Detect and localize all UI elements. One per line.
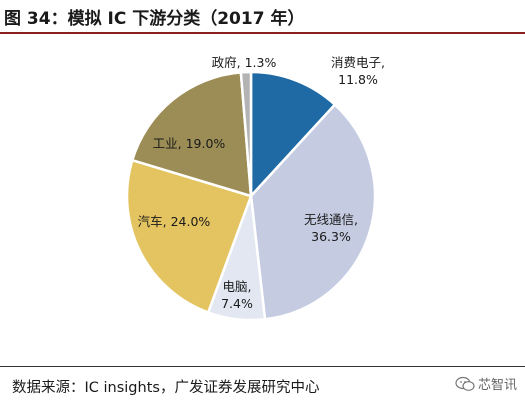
pie-slice-2	[249, 102, 377, 321]
pie-slice-1	[249, 70, 337, 200]
slice-label-3: 电脑,	[223, 279, 252, 294]
figure-title: 图 34：模拟 IC 下游分类（2017 年）	[4, 9, 305, 29]
slice-label-4: 汽车, 24.0%	[138, 214, 211, 229]
slice-value-3: 7.4%	[221, 296, 253, 311]
pie-slice-6	[239, 70, 253, 197]
slice-value-2: 36.3%	[311, 229, 351, 244]
pie-chart: 消费电子, 11.8% 无线通信, 36.3% 电脑, 7.4% 汽车, 24.0% 工业, …	[125, 55, 385, 322]
pie-labels: 消费电子, 11.8% 无线通信, 36.3% 电脑, 7.4% 汽车, 24.0% 工业, …	[138, 55, 385, 311]
pie-slice-4	[125, 158, 253, 314]
pie-slice-5	[130, 71, 253, 198]
wechat-icon	[455, 376, 475, 391]
source-note: 数据来源：IC insights，广发证券发展研究中心	[12, 380, 320, 396]
watermark-text: 芯智讯	[477, 378, 517, 393]
source-divider	[0, 366, 525, 367]
title-divider	[0, 32, 525, 34]
slice-label-6: 政府, 1.3%	[212, 55, 277, 70]
pie-slices	[125, 70, 377, 322]
slice-label-5: 工业, 19.0%	[153, 136, 226, 151]
slice-label-2: 无线通信,	[304, 212, 358, 227]
slice-value-1: 11.8%	[338, 72, 378, 87]
watermark: 芯智讯	[455, 374, 517, 393]
slice-label-1: 消费电子,	[331, 55, 385, 70]
